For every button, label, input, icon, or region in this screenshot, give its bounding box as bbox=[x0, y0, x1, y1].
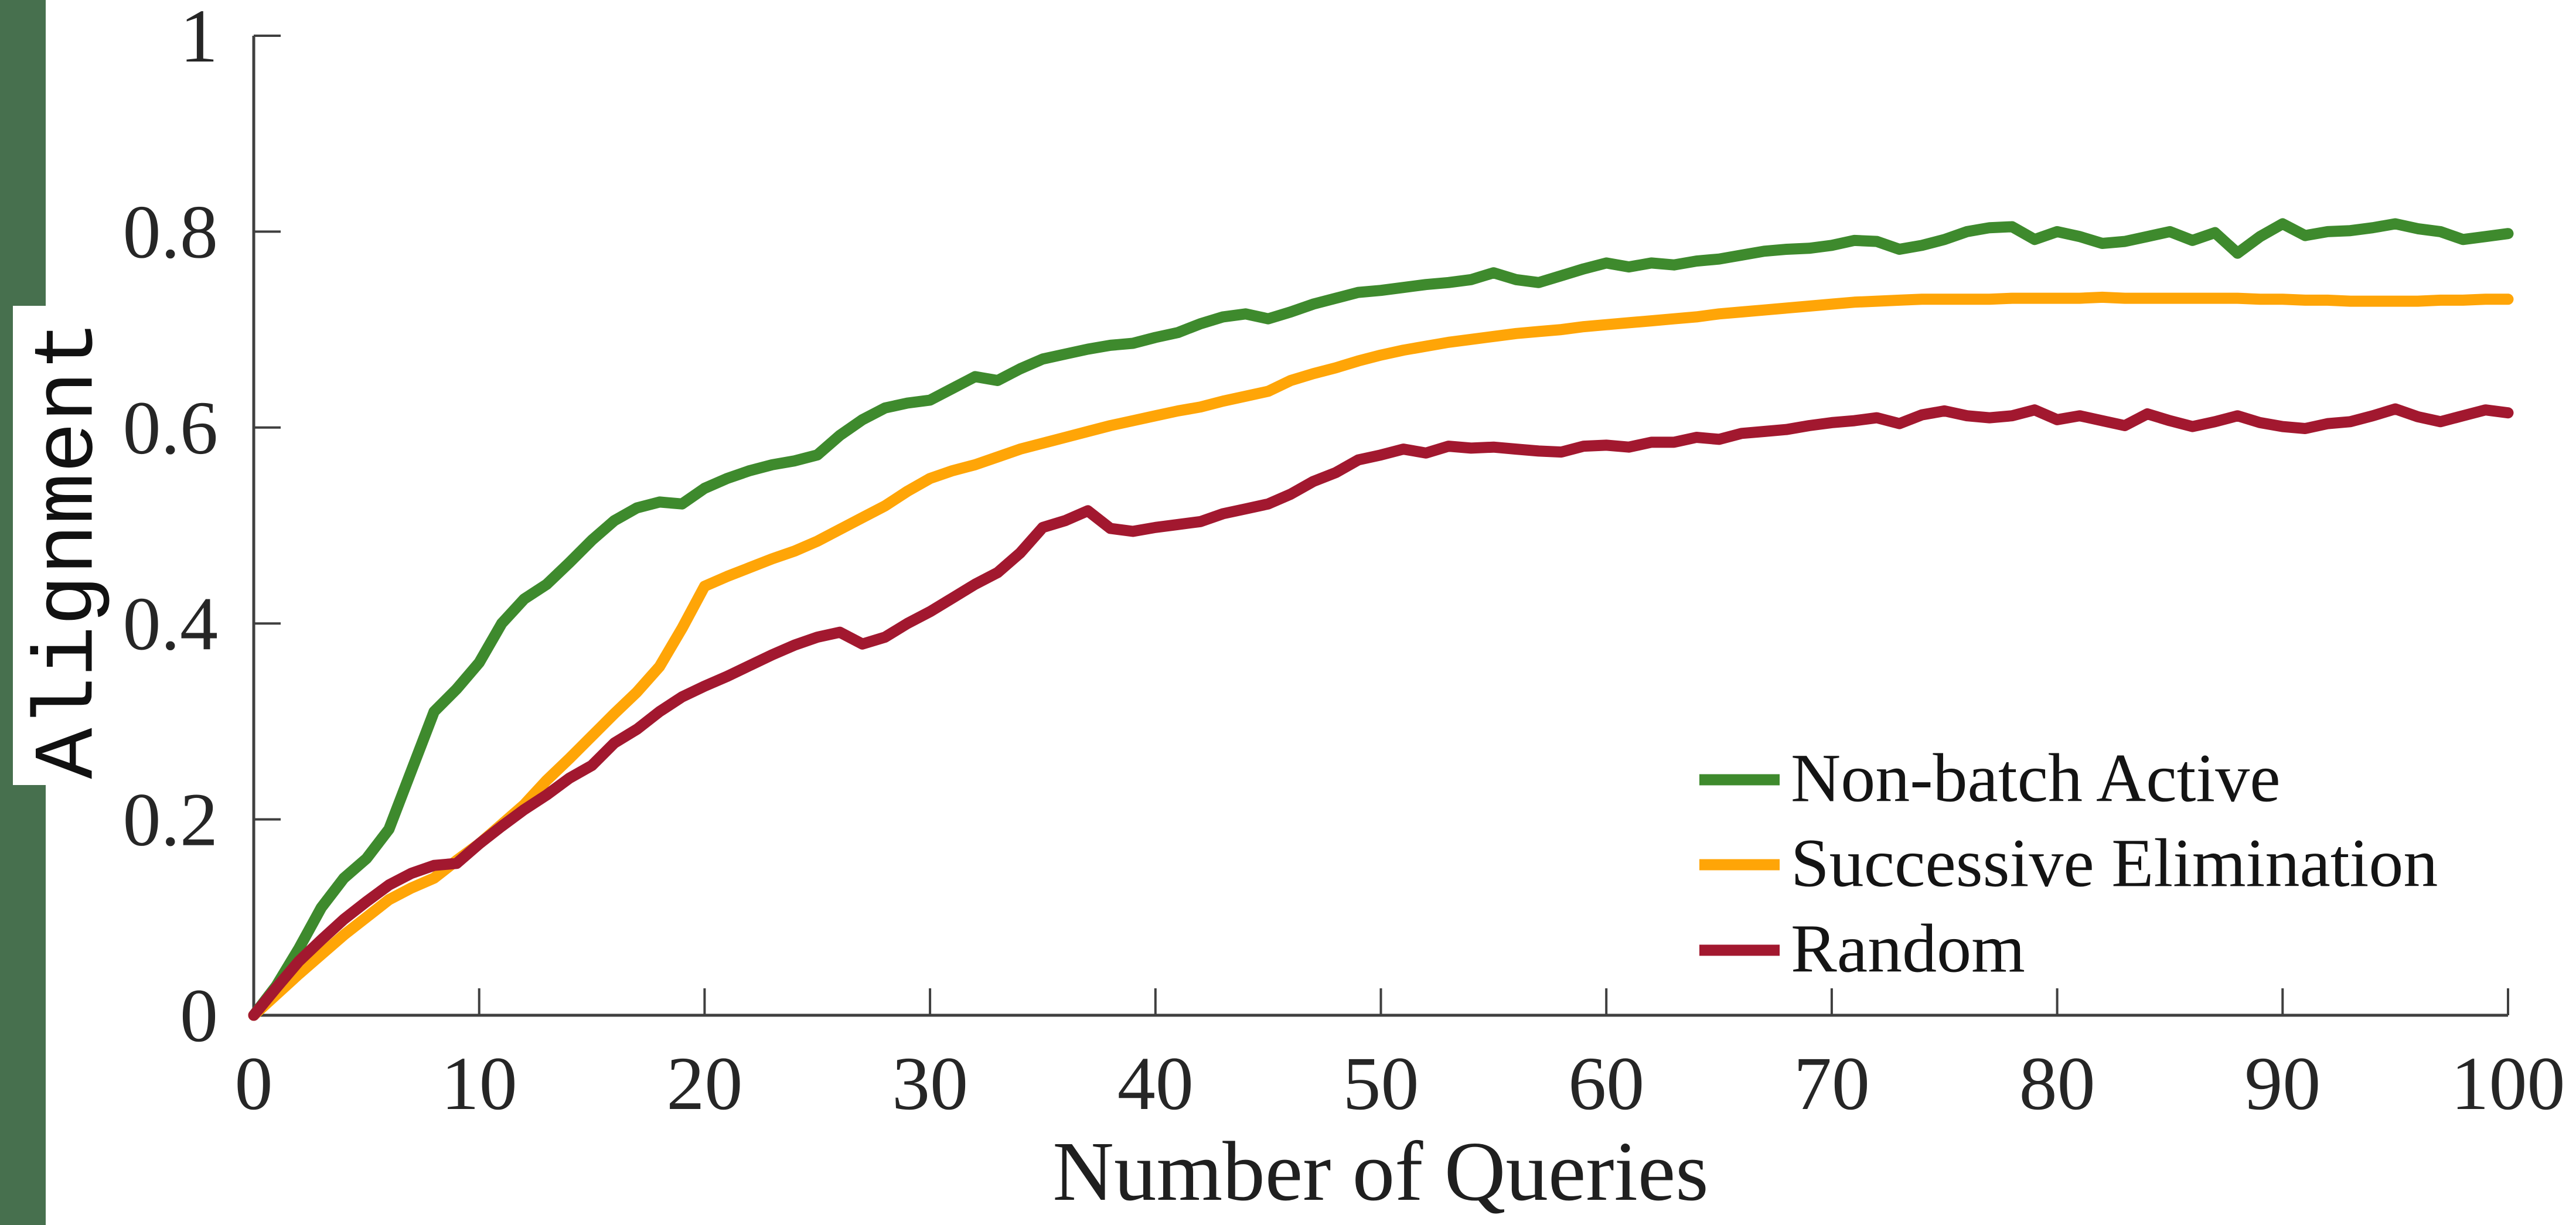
x-tick-label: 20 bbox=[666, 1042, 742, 1126]
x-tick-label: 90 bbox=[2244, 1042, 2321, 1126]
x-tick-label: 40 bbox=[1117, 1042, 1194, 1126]
legend-swatch-non-batch-active bbox=[1699, 774, 1780, 786]
y-tick-label: 0.4 bbox=[123, 582, 219, 666]
tick-marks bbox=[253, 35, 2509, 1016]
x-tick-label: 100 bbox=[2451, 1042, 2565, 1126]
y-axis-label-box bbox=[13, 306, 183, 785]
legend-swatch-random bbox=[1699, 944, 1780, 956]
y-tick-label: 0.2 bbox=[123, 778, 219, 862]
x-tick-label: 30 bbox=[892, 1042, 968, 1126]
x-tick-label: 10 bbox=[441, 1042, 517, 1126]
y-tick-label: 1 bbox=[180, 0, 218, 79]
x-tick-label: 60 bbox=[1568, 1042, 1644, 1126]
y-tick-label: 0.6 bbox=[123, 386, 219, 470]
x-tick-label: 80 bbox=[2019, 1042, 2095, 1126]
y-tick-label: 0.8 bbox=[123, 190, 219, 274]
legend-swatch-successive-elimination bbox=[1699, 859, 1780, 871]
legend-label: Random bbox=[1791, 910, 2025, 987]
x-axis-label: Number of Queries bbox=[1052, 1125, 1709, 1219]
tick-labels: 0 10 20 30 40 50 60 70 80 90 100 0 0.2 0.4 0.6 0.8 1 bbox=[123, 0, 2565, 1126]
series-line-random bbox=[248, 403, 2514, 1021]
y-tick-label: 0 bbox=[180, 974, 218, 1058]
x-tick-label: 70 bbox=[1794, 1042, 1870, 1126]
x-tick-label: 50 bbox=[1343, 1042, 1419, 1126]
series-line-non-batch-active bbox=[248, 218, 2514, 1021]
legend-label: Non-batch Active bbox=[1791, 739, 2281, 817]
series-line-successive-elimination bbox=[248, 291, 2514, 1021]
data-series bbox=[248, 218, 2514, 1021]
legend-label: Successive Elimination bbox=[1791, 824, 2438, 902]
x-tick-label: 0 bbox=[235, 1042, 273, 1126]
